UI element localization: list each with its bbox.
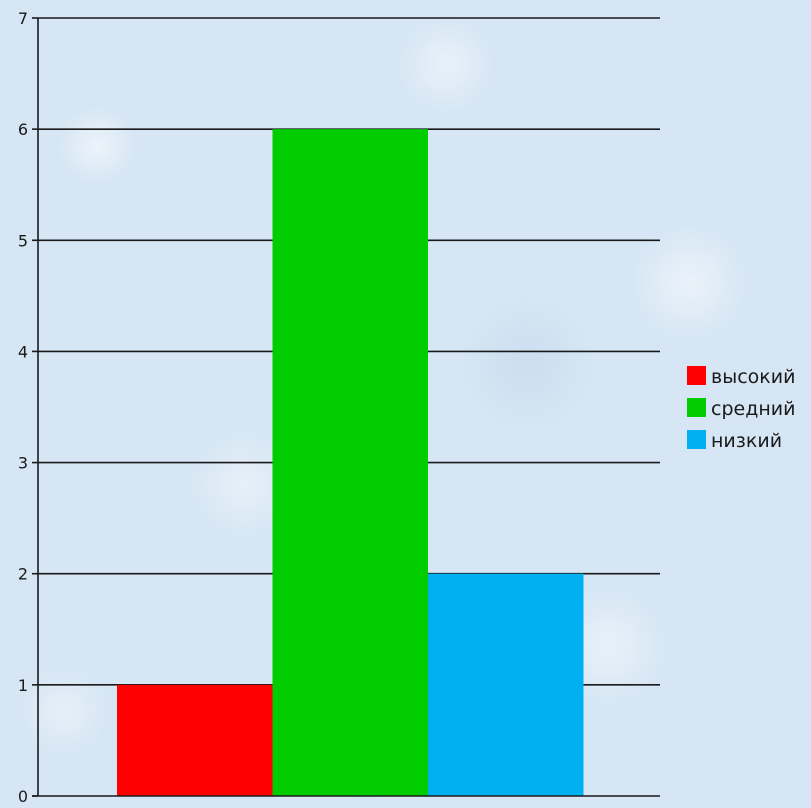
y-axis (32, 17, 660, 797)
y-tick-label: 6 (18, 120, 28, 139)
bars (117, 129, 584, 797)
y-tick-label: 4 (18, 342, 28, 361)
legend: высокий средний низкий (687, 366, 795, 452)
bar-низкий (428, 573, 584, 796)
bar-средний (272, 129, 428, 797)
y-tick-label: 0 (18, 787, 28, 806)
y-tick-label: 7 (18, 9, 28, 28)
legend-label: высокий (711, 366, 795, 388)
legend-label: средний (711, 398, 795, 420)
legend-swatch (687, 366, 706, 385)
y-tick-labels: 0 1 2 3 4 5 6 7 (18, 9, 28, 806)
legend-swatch (687, 398, 706, 417)
legend-label: низкий (711, 430, 782, 452)
bar-высокий (117, 684, 273, 796)
y-tick-label: 1 (18, 676, 28, 695)
legend-swatch (687, 430, 706, 449)
y-tick-label: 3 (18, 454, 28, 473)
y-tick-label: 5 (18, 231, 28, 250)
y-tick-label: 2 (18, 565, 28, 584)
